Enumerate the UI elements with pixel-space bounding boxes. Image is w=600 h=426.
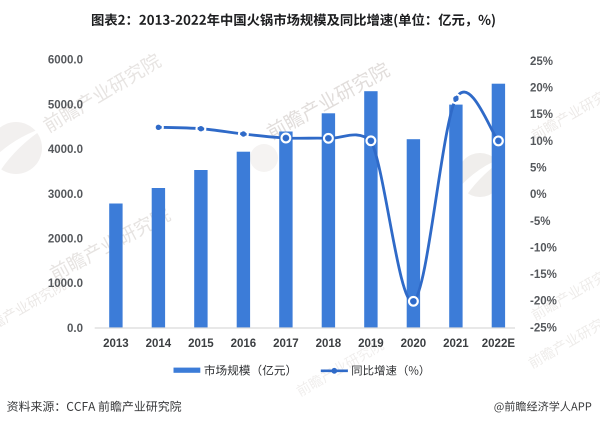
svg-text:10%: 10% [530, 136, 553, 148]
svg-text:-10%: -10% [530, 242, 557, 254]
svg-text:0.0: 0.0 [67, 323, 83, 335]
svg-text:1000.0: 1000.0 [48, 278, 83, 290]
svg-text:25%: 25% [530, 56, 553, 68]
svg-text:2000.0: 2000.0 [48, 234, 83, 246]
svg-text:-25%: -25% [530, 322, 557, 334]
svg-text:2017: 2017 [273, 338, 299, 350]
svg-text:2020: 2020 [401, 338, 427, 350]
svg-text:15%: 15% [530, 109, 553, 121]
svg-text:5000.0: 5000.0 [48, 99, 83, 111]
svg-text:2022E: 2022E [482, 338, 516, 350]
svg-text:-15%: -15% [530, 269, 557, 281]
svg-text:6000.0: 6000.0 [48, 55, 83, 67]
svg-text:2018: 2018 [316, 338, 342, 350]
svg-text:2013: 2013 [103, 338, 129, 350]
svg-text:5%: 5% [530, 162, 547, 174]
svg-text:-5%: -5% [530, 216, 550, 228]
svg-text:2021: 2021 [443, 338, 469, 350]
svg-text:-20%: -20% [530, 296, 557, 308]
svg-text:2014: 2014 [146, 338, 172, 350]
svg-text:3000.0: 3000.0 [48, 189, 83, 201]
svg-text:2019: 2019 [358, 338, 384, 350]
svg-text:4000.0: 4000.0 [48, 144, 83, 156]
svg-text:20%: 20% [530, 83, 553, 95]
svg-text:2016: 2016 [231, 338, 257, 350]
svg-text:0%: 0% [530, 189, 547, 201]
svg-text:2015: 2015 [188, 338, 214, 350]
